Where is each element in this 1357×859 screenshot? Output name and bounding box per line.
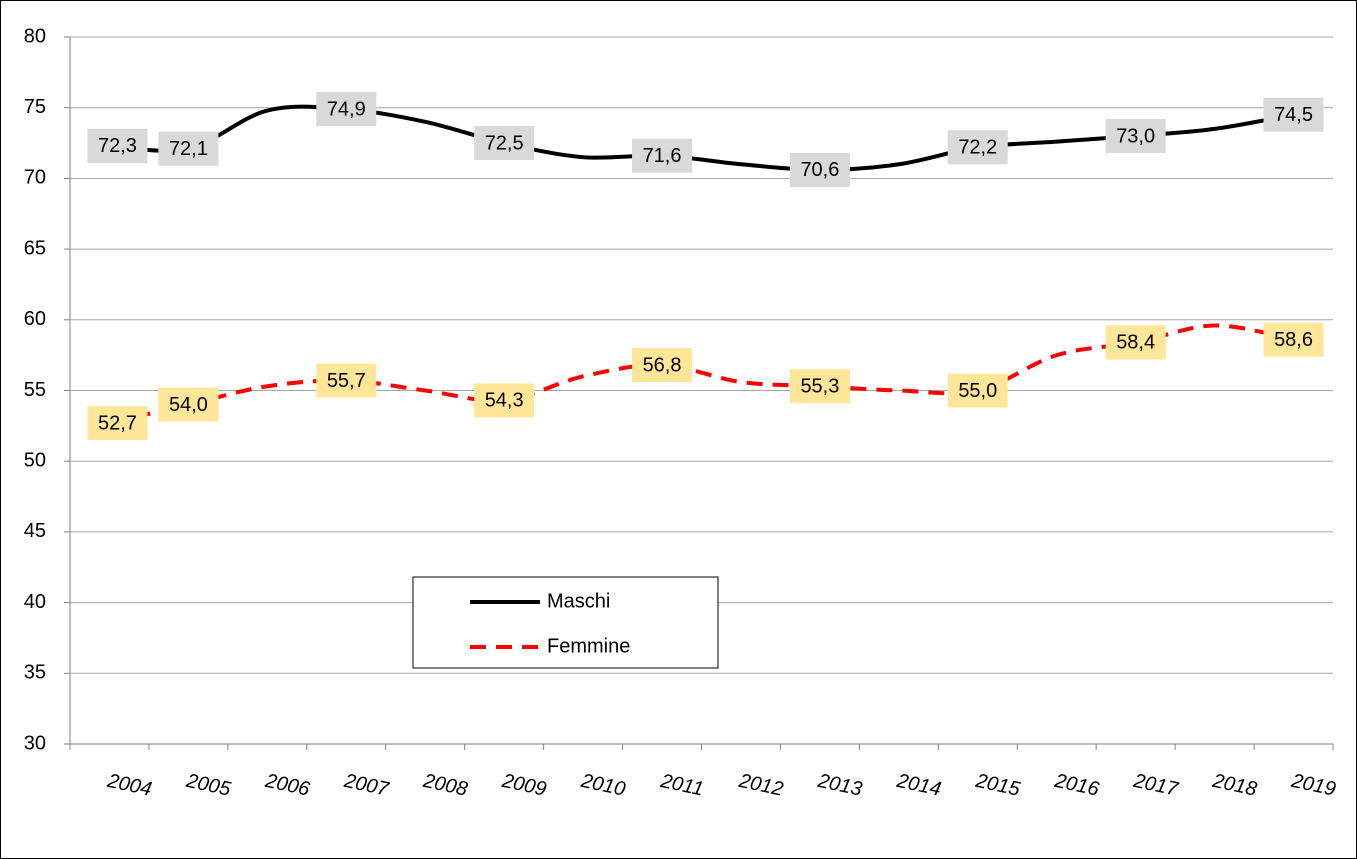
data-label-box (789, 152, 850, 187)
data-label-box (947, 373, 1008, 408)
legend: Maschi Femmine (412, 576, 719, 669)
data-label: 54,3 (485, 390, 524, 412)
data-label-box (158, 131, 219, 166)
legend-box (412, 576, 719, 669)
data-label-box (87, 406, 148, 441)
data-label-box (789, 369, 850, 404)
data-label: 56,8 (643, 354, 682, 376)
data-label: 52,7 (98, 412, 137, 434)
y-tick-label: 75 (24, 96, 46, 118)
data-label-box (316, 363, 377, 398)
data-label-box (158, 387, 219, 422)
data-label: 58,6 (1274, 329, 1313, 351)
data-label: 74,9 (327, 98, 366, 120)
data-label: 72,1 (169, 138, 208, 160)
data-label: 73,0 (1116, 125, 1155, 147)
y-tick-label: 70 (24, 167, 46, 189)
y-tick-label: 35 (24, 662, 46, 684)
y-tick-label: 30 (24, 732, 46, 754)
data-label: 54,0 (169, 394, 208, 416)
data-label-box (632, 348, 693, 383)
data-label-box (316, 92, 377, 127)
data-label-box (1105, 118, 1166, 153)
data-label: 70,6 (800, 159, 839, 181)
data-label: 72,5 (485, 132, 524, 154)
legend-label: Femmine (547, 635, 630, 657)
data-label: 55,3 (800, 376, 839, 398)
data-label: 58,4 (1116, 332, 1155, 354)
y-tick-label: 40 (24, 591, 46, 613)
data-label-box (87, 128, 148, 163)
data-label: 71,6 (643, 145, 682, 167)
data-label-box (474, 126, 535, 161)
y-tick-label: 45 (24, 520, 46, 542)
data-label-box (474, 383, 535, 418)
series-line (109, 323, 1294, 425)
data-label: 72,2 (958, 137, 997, 159)
legend-label: Maschi (547, 590, 610, 612)
y-tick-label: 55 (24, 379, 46, 401)
data-label: 55,0 (958, 380, 997, 402)
data-label-box (947, 130, 1008, 165)
y-tick-label: 50 (24, 449, 46, 471)
y-tick-label: 80 (24, 25, 46, 47)
data-label-box (1263, 97, 1324, 132)
data-label-box (1263, 322, 1324, 357)
y-tick-label: 65 (24, 237, 46, 259)
data-label: 72,3 (98, 135, 137, 157)
series-line (109, 104, 1294, 172)
data-label-box (632, 138, 693, 173)
y-tick-label: 60 (24, 308, 46, 330)
data-label-box (1105, 325, 1166, 360)
data-label: 55,7 (327, 370, 366, 392)
data-label: 74,5 (1274, 104, 1313, 126)
